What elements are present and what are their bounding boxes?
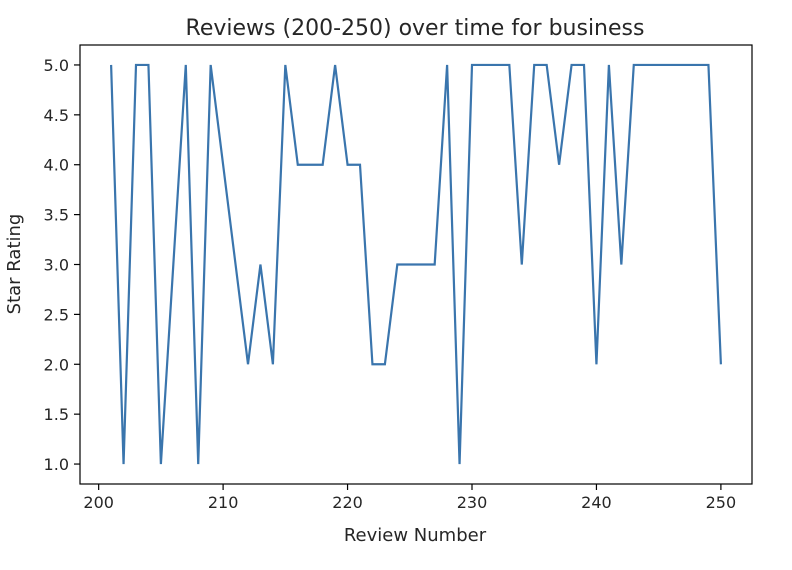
y-tick-label: 1.5 [44, 405, 69, 424]
y-tick-label: 2.0 [44, 355, 69, 374]
y-tick-label: 5.0 [44, 56, 69, 75]
x-tick-label: 240 [581, 493, 612, 512]
y-tick-label: 4.0 [44, 156, 69, 175]
x-tick-label: 250 [706, 493, 737, 512]
x-tick-label: 220 [332, 493, 363, 512]
x-tick-label: 210 [208, 493, 239, 512]
y-axis-label: Star Rating [4, 214, 25, 315]
y-tick-label: 2.5 [44, 305, 69, 324]
y-tick-label: 3.0 [44, 256, 69, 275]
y-tick-label: 3.5 [44, 206, 69, 225]
x-tick-label: 230 [457, 493, 488, 512]
y-tick-label: 1.0 [44, 455, 69, 474]
plot-area: 200 210 220 230 240 250 1.0 1.5 2.0 2.5 3.0 3.5 4.0 4… [44, 44, 753, 512]
y-tick-label: 4.5 [44, 106, 69, 125]
series-line-0 [110, 63, 722, 465]
chart-title: Reviews (200-250) over time for business [186, 16, 645, 41]
x-axis-label: Review Number [344, 525, 487, 546]
x-tick-label: 200 [83, 493, 114, 512]
